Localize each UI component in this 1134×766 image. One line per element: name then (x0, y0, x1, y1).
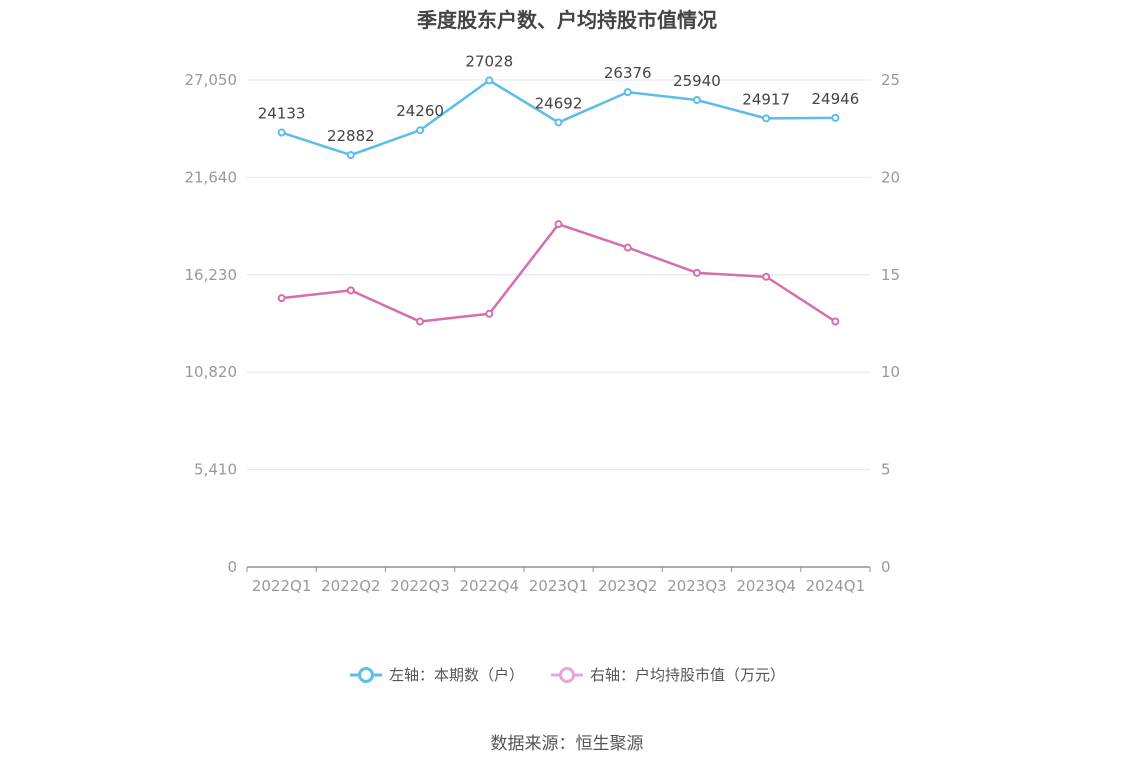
data-point-right (346, 286, 355, 295)
legend-marker-right (551, 666, 583, 683)
y-left-tick-label: 21,640 (185, 168, 238, 186)
data-label: 24946 (812, 90, 860, 108)
data-label: 24133 (258, 105, 306, 123)
data-point-right (623, 243, 632, 252)
data-label: 25940 (673, 72, 721, 90)
x-tick-label: 2022Q2 (321, 577, 381, 595)
data-point-right (831, 317, 840, 326)
legend-item-right[interactable]: 右轴：户均持股市值（万元） (550, 664, 785, 685)
legend-marker-left (349, 666, 382, 683)
x-tick-label: 2023Q1 (529, 577, 589, 595)
chart-legend: 左轴：本期数（户） 右轴：户均持股市值（万元） (0, 664, 1134, 685)
x-tick-label: 2022Q1 (252, 577, 312, 595)
chart-title: 季度股东户数、户均持股市值情况 (417, 8, 717, 32)
data-point-left (346, 151, 355, 160)
data-point-left (554, 118, 563, 127)
data-point-left (692, 95, 701, 104)
data-point-left (416, 126, 425, 135)
data-label: 26376 (604, 64, 652, 82)
y-left-tick-label: 10,820 (185, 363, 238, 381)
data-point-right (692, 268, 701, 277)
legend-item-left[interactable]: 左轴：本期数（户） (349, 664, 524, 685)
data-point-right (277, 294, 286, 303)
y-right-tick-label: 20 (881, 168, 900, 186)
data-point-right (554, 220, 563, 229)
x-tick-label: 2023Q2 (598, 577, 658, 595)
y-left-tick-label: 27,050 (185, 71, 238, 89)
x-tick-label: 2023Q4 (736, 577, 796, 595)
y-left-tick-label: 0 (227, 558, 237, 576)
x-tick-label: 2023Q3 (667, 577, 727, 595)
y-right-tick-label: 10 (881, 363, 900, 381)
data-point-left (485, 76, 494, 85)
y-left-tick-label: 16,230 (185, 266, 238, 284)
y-left-tick-label: 5,410 (194, 461, 237, 479)
y-right-tick-label: 15 (881, 266, 900, 284)
data-point-right (485, 309, 494, 318)
x-tick-label: 2024Q1 (806, 577, 866, 595)
data-point-right (416, 317, 425, 326)
data-point-left (277, 128, 286, 137)
data-label: 22882 (327, 127, 375, 145)
data-point-left (831, 113, 840, 122)
data-label: 24260 (396, 102, 444, 120)
legend-label-right: 右轴：户均持股市值（万元） (590, 666, 786, 684)
y-right-tick-label: 5 (881, 461, 891, 479)
series-line-right (281, 222, 837, 323)
data-point-left (762, 114, 771, 123)
y-right-tick-label: 0 (881, 558, 891, 576)
legend-label-left: 左轴：本期数（户） (388, 666, 524, 684)
x-tick-label: 2022Q3 (390, 577, 450, 595)
data-point-right (762, 272, 771, 281)
data-label: 27028 (465, 52, 513, 70)
x-tick-label: 2022Q4 (460, 577, 520, 595)
data-source: 数据来源：恒生聚源 (490, 734, 644, 754)
data-point-left (623, 88, 632, 97)
data-label: 24917 (742, 90, 790, 108)
y-right-tick-label: 25 (881, 71, 900, 89)
data-label: 24692 (535, 94, 583, 112)
